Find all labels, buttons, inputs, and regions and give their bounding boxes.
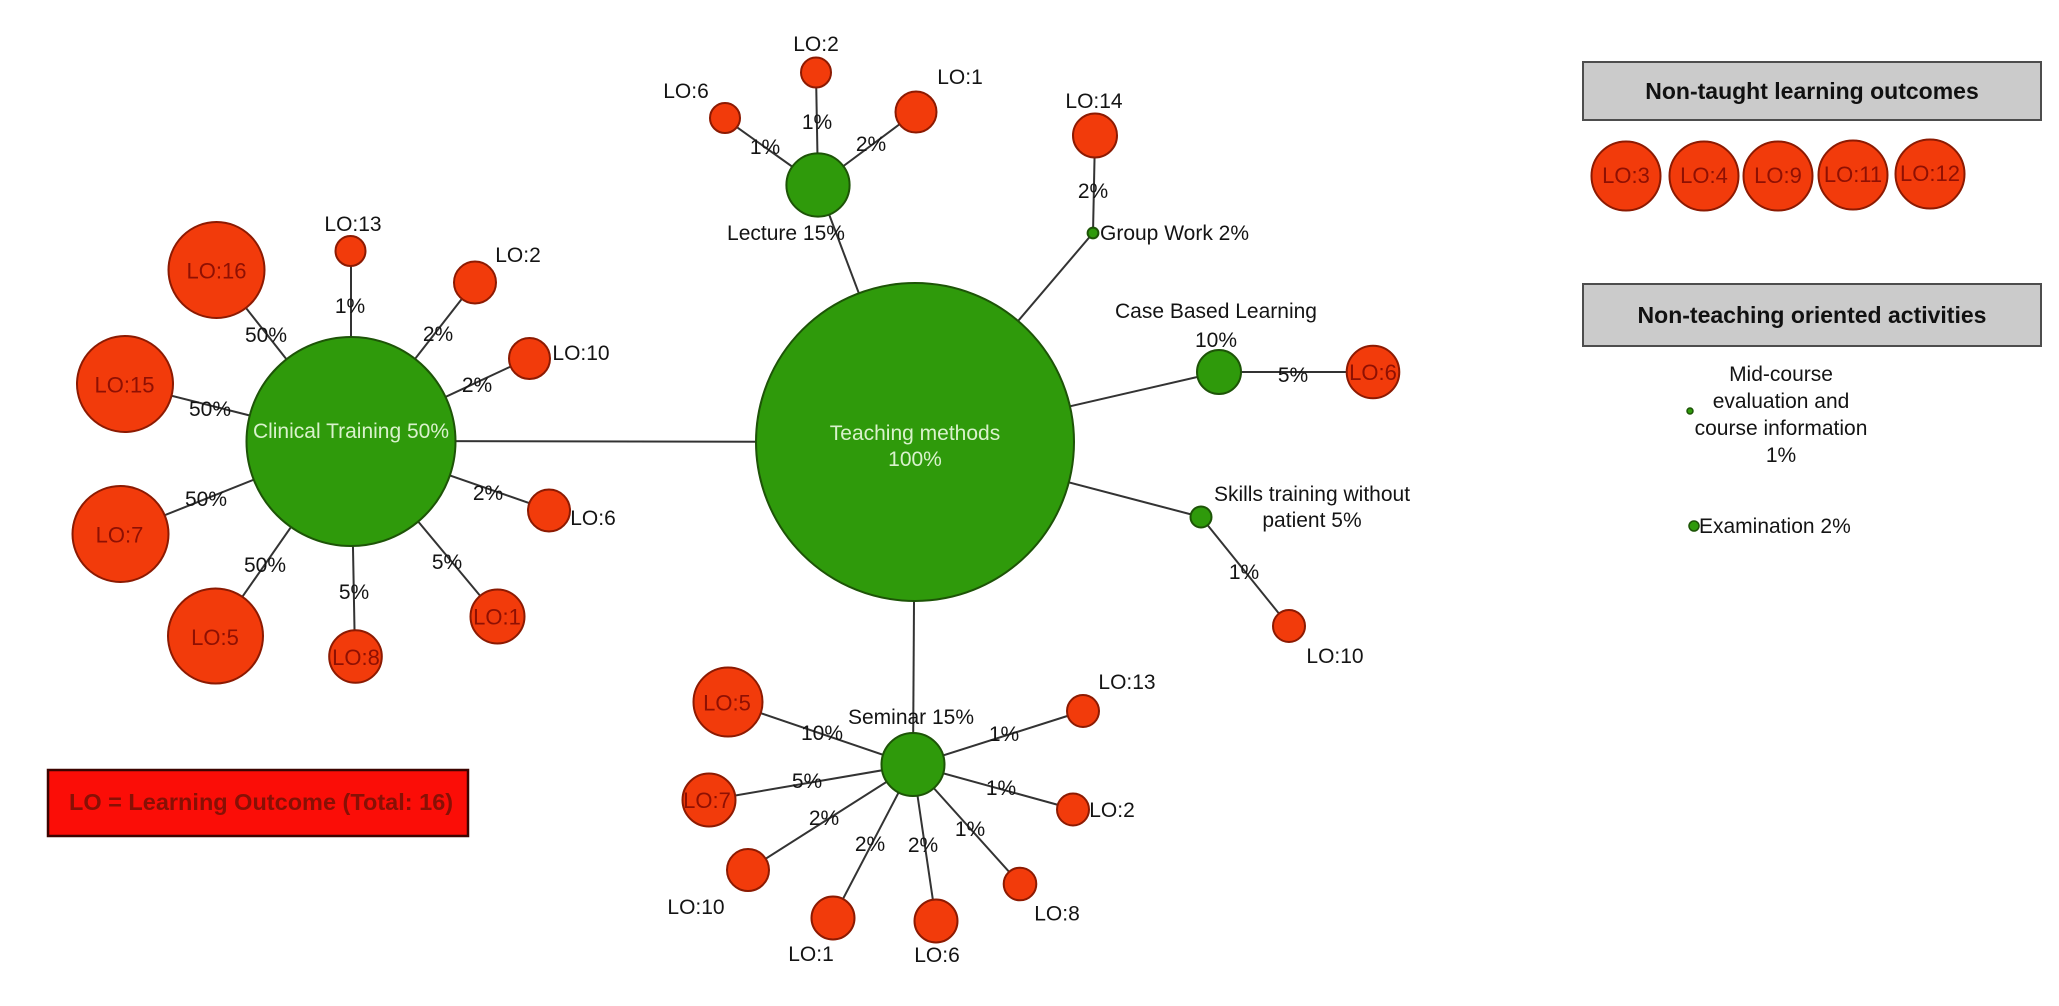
svg-text:Examination 2%: Examination 2% bbox=[1699, 515, 1851, 538]
svg-text:5%: 5% bbox=[432, 551, 462, 574]
svg-text:patient 5%: patient 5% bbox=[1262, 509, 1361, 532]
svg-text:2%: 2% bbox=[855, 833, 885, 856]
svg-text:1%: 1% bbox=[986, 777, 1016, 800]
svg-text:LO:6: LO:6 bbox=[663, 80, 709, 103]
svg-text:2%: 2% bbox=[1078, 180, 1108, 203]
svg-text:100%: 100% bbox=[888, 448, 942, 471]
svg-text:LO:1: LO:1 bbox=[473, 605, 521, 630]
svg-text:LO:1: LO:1 bbox=[788, 943, 834, 966]
svg-text:Skills training without: Skills training without bbox=[1214, 483, 1410, 506]
svg-text:2%: 2% bbox=[856, 133, 886, 156]
svg-text:LO:6: LO:6 bbox=[914, 944, 960, 967]
svg-text:LO:5: LO:5 bbox=[191, 625, 239, 650]
svg-text:LO:8: LO:8 bbox=[332, 645, 380, 670]
svg-text:LO:14: LO:14 bbox=[1065, 90, 1123, 113]
svg-text:LO:1: LO:1 bbox=[937, 66, 983, 89]
svg-text:evaluation and: evaluation and bbox=[1713, 390, 1850, 413]
svg-text:LO:6: LO:6 bbox=[1349, 360, 1397, 385]
svg-text:1%: 1% bbox=[1229, 561, 1259, 584]
svg-text:1%: 1% bbox=[802, 111, 832, 134]
svg-text:2%: 2% bbox=[908, 834, 938, 857]
svg-text:Teaching methods: Teaching methods bbox=[830, 422, 1000, 445]
svg-text:LO:16: LO:16 bbox=[187, 259, 247, 284]
svg-text:1%: 1% bbox=[335, 295, 365, 318]
svg-text:LO:12: LO:12 bbox=[1900, 161, 1960, 186]
svg-text:LO:13: LO:13 bbox=[1098, 671, 1155, 694]
svg-text:Mid-course: Mid-course bbox=[1729, 363, 1833, 386]
svg-text:50%: 50% bbox=[189, 398, 231, 421]
svg-text:LO:13: LO:13 bbox=[324, 213, 381, 236]
svg-text:Lecture 15%: Lecture 15% bbox=[727, 222, 845, 245]
svg-text:2%: 2% bbox=[809, 807, 839, 830]
svg-text:Non-taught learning outcomes: Non-taught learning outcomes bbox=[1645, 78, 1979, 104]
svg-text:LO:4: LO:4 bbox=[1680, 163, 1728, 188]
svg-text:LO = Learning Outcome (Total:: LO = Learning Outcome (Total: 16) bbox=[69, 789, 453, 815]
svg-text:Seminar 15%: Seminar 15% bbox=[848, 706, 974, 729]
svg-text:LO:7: LO:7 bbox=[683, 788, 731, 813]
svg-text:1%: 1% bbox=[955, 818, 985, 841]
svg-text:Non-teaching oriented activiti: Non-teaching oriented activities bbox=[1638, 302, 1987, 328]
svg-text:50%: 50% bbox=[185, 488, 227, 511]
svg-text:LO:15: LO:15 bbox=[95, 373, 155, 398]
svg-text:LO:10: LO:10 bbox=[552, 342, 609, 365]
svg-text:course information: course information bbox=[1695, 417, 1868, 440]
svg-text:LO:2: LO:2 bbox=[793, 33, 839, 56]
svg-text:50%: 50% bbox=[245, 324, 287, 347]
svg-text:Group Work 2%: Group Work 2% bbox=[1100, 222, 1249, 245]
svg-text:2%: 2% bbox=[473, 482, 503, 505]
svg-text:LO:5: LO:5 bbox=[703, 691, 751, 716]
svg-text:LO:9: LO:9 bbox=[1754, 163, 1802, 188]
svg-text:5%: 5% bbox=[339, 581, 369, 604]
svg-text:Clinical Training 50%: Clinical Training 50% bbox=[253, 420, 449, 443]
svg-text:2%: 2% bbox=[423, 323, 453, 346]
svg-text:LO:2: LO:2 bbox=[495, 244, 541, 267]
svg-text:LO:8: LO:8 bbox=[1034, 903, 1080, 926]
svg-text:1%: 1% bbox=[1766, 444, 1796, 467]
svg-text:LO:2: LO:2 bbox=[1089, 799, 1135, 822]
svg-text:5%: 5% bbox=[792, 770, 822, 793]
svg-text:LO:10: LO:10 bbox=[667, 896, 724, 919]
svg-text:LO:7: LO:7 bbox=[96, 523, 144, 548]
svg-text:LO:3: LO:3 bbox=[1602, 163, 1650, 188]
svg-text:LO:6: LO:6 bbox=[570, 507, 616, 530]
svg-text:10%: 10% bbox=[1195, 329, 1237, 352]
svg-text:Case Based Learning: Case Based Learning bbox=[1115, 300, 1317, 323]
svg-text:50%: 50% bbox=[244, 554, 286, 577]
svg-text:10%: 10% bbox=[801, 722, 843, 745]
svg-text:5%: 5% bbox=[1278, 364, 1308, 387]
svg-text:2%: 2% bbox=[462, 374, 492, 397]
svg-text:1%: 1% bbox=[989, 723, 1019, 746]
svg-text:LO:11: LO:11 bbox=[1824, 162, 1882, 187]
svg-text:LO:10: LO:10 bbox=[1306, 645, 1363, 668]
svg-text:1%: 1% bbox=[750, 136, 780, 159]
